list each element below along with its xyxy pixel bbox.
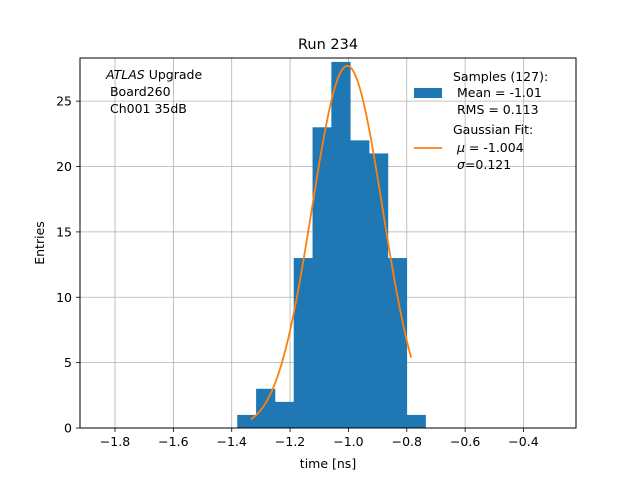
y-tick-label: 25 — [56, 94, 72, 109]
histogram-bar — [350, 140, 370, 428]
histogram-bar — [406, 414, 426, 428]
histogram-bar — [274, 401, 295, 428]
x-tick-label: −0.8 — [392, 434, 422, 449]
legend-hist-rms: RMS = 0.113 — [453, 102, 539, 117]
y-tick-label: 5 — [64, 355, 72, 370]
histogram-bar — [293, 258, 313, 428]
x-axis-ticks: −1.8 −1.6 −1.4 −1.2 −1.0 −0.8 −0.6 −0.4 — [100, 428, 539, 449]
legend-histogram-swatch — [414, 88, 442, 98]
x-tick-label: −1.4 — [217, 434, 247, 449]
legend-fit-mu: μ = -1.004 — [456, 140, 524, 155]
plot-frame — [79, 57, 577, 429]
histogram-bar — [312, 127, 332, 429]
y-tick-label: 0 — [64, 421, 72, 436]
legend-fit-title: Gaussian Fit: — [453, 122, 533, 137]
y-tick-label: 15 — [56, 224, 72, 239]
y-tick-label: 20 — [56, 159, 72, 174]
legend-hist-mean: Mean = -1.01 — [453, 85, 542, 100]
x-tick-label: −0.6 — [450, 434, 480, 449]
histogram-bar — [368, 153, 389, 428]
y-axis-label: Entries — [32, 221, 47, 265]
histogram-bars — [237, 61, 426, 429]
histogram-bar — [387, 258, 408, 428]
legend: Samples (127): Mean = -1.01 RMS = 0.113 … — [414, 69, 548, 172]
gaussian-fit-curve — [250, 64, 413, 421]
x-tick-label: −1.0 — [333, 434, 363, 449]
histogram-bar — [331, 61, 351, 428]
annotation-line-2: Board260 — [106, 84, 171, 99]
legend-hist-title: Samples (127): — [453, 69, 548, 84]
x-tick-label: −0.4 — [508, 434, 538, 449]
legend-fit-sigma: σ=0.121 — [457, 157, 511, 172]
histogram-bar — [256, 388, 276, 428]
y-axis-ticks: 0 5 10 15 20 25 — [56, 94, 80, 436]
annotation-line-3: Ch001 35dB — [106, 101, 187, 116]
x-axis-label: time [ns] — [300, 456, 356, 471]
y-tick-label: 10 — [56, 290, 72, 305]
x-tick-label: −1.2 — [275, 434, 305, 449]
x-tick-label: −1.8 — [100, 434, 130, 449]
annotation-line-1: ATLAS Upgrade — [105, 67, 202, 82]
atlas-annotation: ATLAS Upgrade Board260 Ch001 35dB — [105, 67, 202, 116]
chart-title: Run 234 — [298, 37, 358, 53]
x-tick-label: −1.6 — [158, 434, 188, 449]
